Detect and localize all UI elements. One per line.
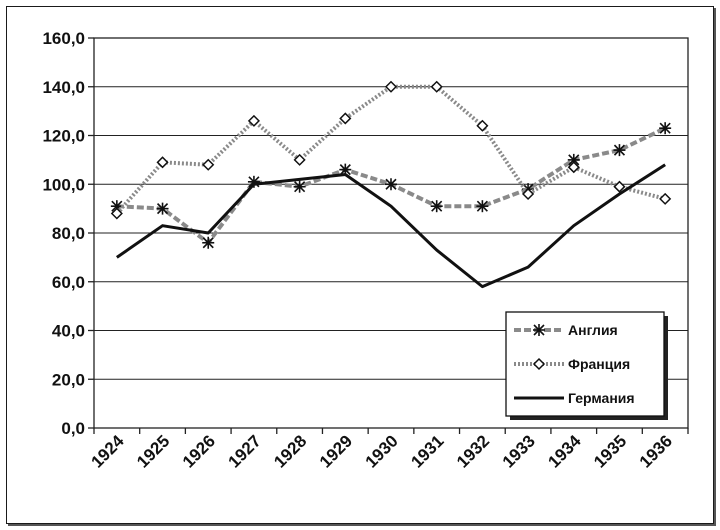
data-point (659, 122, 672, 135)
y-tick-label: 60,0 (52, 273, 85, 292)
series-line (115, 163, 666, 289)
data-point (384, 80, 398, 93)
legend-marker (532, 357, 546, 371)
y-tick-label: 100,0 (42, 175, 85, 194)
x-tick-label: 1930 (362, 431, 402, 471)
data-point (247, 114, 260, 127)
data-point (110, 207, 123, 220)
data-point (522, 187, 535, 201)
data-point (476, 119, 489, 132)
data-point (202, 158, 215, 171)
x-tick-label: 1929 (316, 431, 356, 471)
data-point (156, 156, 169, 169)
y-tick-label: 160,0 (42, 29, 85, 48)
series-2 (110, 80, 672, 220)
x-tick-label: 1932 (453, 431, 493, 471)
data-point (339, 112, 352, 125)
x-tick-label: 1935 (590, 431, 630, 471)
y-tick-label: 120,0 (42, 127, 85, 146)
data-point (156, 202, 169, 215)
series-3 (115, 163, 666, 289)
legend-label: Франция (568, 356, 630, 372)
legend-label: Германия (568, 390, 635, 406)
data-point (385, 178, 397, 191)
data-point (567, 161, 580, 174)
legend-label: Англия (568, 322, 618, 338)
data-point (613, 144, 626, 157)
y-tick-label: 20,0 (52, 370, 85, 389)
x-tick-label: 1936 (636, 431, 676, 471)
x-tick-label: 1926 (179, 431, 219, 471)
data-point (293, 153, 306, 166)
legend-marker (533, 324, 545, 336)
x-tick-label: 1927 (225, 431, 265, 471)
data-point (430, 200, 443, 213)
y-tick-label: 40,0 (52, 322, 85, 341)
x-tick-label: 1934 (544, 431, 585, 472)
x-tick-label: 1928 (270, 431, 310, 471)
legend: Англия Франция Германия (505, 311, 665, 417)
x-tick-label: 1931 (407, 431, 447, 471)
data-point (659, 192, 672, 205)
y-tick-label: 80,0 (52, 224, 85, 243)
data-point (613, 180, 626, 193)
x-tick-label: 1924 (87, 431, 128, 472)
data-point (476, 200, 489, 213)
y-tick-label: 0,0 (61, 419, 85, 438)
data-point (202, 236, 215, 249)
y-tick-label: 140,0 (42, 78, 85, 97)
data-point (293, 180, 306, 193)
data-point (430, 80, 443, 93)
x-tick-label: 1925 (133, 431, 173, 471)
x-tick-label: 1933 (499, 431, 539, 471)
